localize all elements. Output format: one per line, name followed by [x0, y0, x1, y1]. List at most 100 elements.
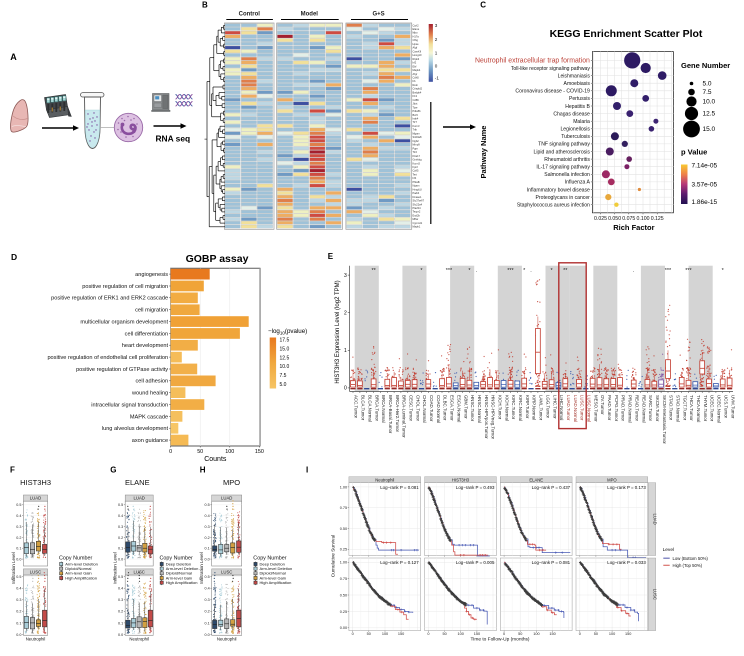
svg-text:Leishmaniasis: Leishmaniasis [558, 73, 591, 79]
svg-text:0.5: 0.5 [118, 575, 123, 579]
svg-text:IL-17 signaling pathway: IL-17 signaling pathway [536, 165, 590, 171]
svg-text:1: 1 [344, 348, 347, 354]
svg-text:0.025: 0.025 [594, 216, 607, 222]
svg-text:0.4: 0.4 [205, 514, 210, 518]
svg-text:0.5: 0.5 [16, 575, 21, 579]
svg-text:Ngb2: Ngb2 [413, 139, 420, 143]
svg-text:LIHC.Tumor: LIHC.Tumor [552, 395, 557, 419]
svg-text:Cfbg: Cfbg [413, 38, 419, 42]
svg-text:KIRP.Tumor: KIRP.Tumor [525, 395, 530, 419]
svg-text:0.4: 0.4 [118, 514, 123, 518]
svg-text:DLBC.Tumor: DLBC.Tumor [443, 395, 448, 421]
svg-text:LUAD.Normal: LUAD.Normal [573, 395, 578, 422]
svg-text:7.5: 7.5 [280, 373, 287, 379]
svg-text:0.4: 0.4 [16, 514, 21, 518]
svg-text:Pdia5b: Pdia5b [413, 109, 422, 113]
svg-text:Cyfi5: Cyfi5 [413, 169, 419, 173]
svg-text:Ebf: Ebf [413, 64, 417, 68]
svg-text:Amoebiasis: Amoebiasis [564, 81, 591, 87]
svg-text:ACC.Tumor: ACC.Tumor [354, 395, 359, 419]
svg-text:SARC.Tumor: SARC.Tumor [648, 395, 653, 421]
svg-text:HNSC.Normal: HNSC.Normal [477, 395, 482, 423]
svg-text:Legionellosis: Legionellosis [560, 127, 590, 133]
svg-text:G+S: G+S [373, 12, 385, 18]
svg-text:UCS.Tumor: UCS.Tumor [723, 395, 728, 419]
svg-text:KIRC.Normal: KIRC.Normal [518, 395, 523, 421]
svg-text:0.5: 0.5 [205, 503, 210, 507]
svg-text:Afgr: Afgr [413, 72, 418, 76]
svg-text:Slc37a4/7: Slc37a4/7 [413, 199, 425, 203]
svg-text:Tuberculosis: Tuberculosis [561, 134, 590, 140]
svg-text:UVM.Tumor: UVM.Tumor [730, 395, 735, 419]
svg-text:p Value: p Value [681, 148, 707, 157]
svg-text:intracellular signal transduct: intracellular signal transduction [91, 402, 168, 408]
svg-text:0: 0 [169, 449, 172, 455]
svg-text:0.3: 0.3 [16, 525, 21, 529]
svg-text:cell migration: cell migration [135, 308, 168, 314]
svg-text:0.3: 0.3 [205, 598, 210, 602]
svg-text:Rich Factor: Rich Factor [613, 223, 654, 232]
svg-text:positive regulation of cell mi: positive regulation of cell migration [82, 284, 168, 290]
svg-text:Neutrophil: Neutrophil [26, 637, 46, 642]
svg-text:Ngam: Ngam [413, 184, 420, 188]
svg-text:KIRP.Normal: KIRP.Normal [532, 395, 537, 420]
svg-text:Mgam: Mgam [413, 131, 420, 135]
svg-text:Proteoglycans in cancer: Proteoglycans in cancer [536, 195, 591, 201]
svg-text:0.0: 0.0 [16, 633, 21, 637]
svg-text:0.2: 0.2 [205, 536, 210, 540]
svg-text:LUAD: LUAD [221, 496, 232, 501]
svg-text:wound healing: wound healing [131, 391, 168, 397]
svg-text:PAAD.Tumor: PAAD.Tumor [607, 395, 612, 421]
svg-text:2: 2 [344, 311, 347, 317]
svg-text:KIRC.Tumor: KIRC.Tumor [511, 395, 516, 420]
svg-text:Irf2: Irf2 [413, 61, 417, 65]
svg-text:12.5: 12.5 [280, 355, 290, 361]
svg-text:axon guidance: axon guidance [132, 438, 168, 444]
svg-text:HNSC-HPVpos.Tumor: HNSC-HPVpos.Tumor [484, 395, 489, 439]
svg-text:3.57e-05: 3.57e-05 [692, 181, 718, 188]
svg-text:Cdh5: Cdh5 [413, 76, 420, 80]
svg-text:A: A [10, 52, 17, 62]
svg-text:0.2: 0.2 [16, 536, 21, 540]
svg-text:0.5: 0.5 [16, 503, 21, 507]
svg-text:Irf4: Irf4 [413, 176, 417, 180]
svg-text:0.3: 0.3 [118, 525, 123, 529]
svg-text:Pla2b4: Pla2b4 [413, 206, 422, 210]
svg-text:0.1: 0.1 [118, 621, 123, 625]
svg-text:HNSC-HPVneg.Tumor: HNSC-HPVneg.Tumor [491, 395, 496, 440]
svg-text:CESC.Tumor: CESC.Tumor [409, 395, 414, 421]
svg-text:COAD.Tumor: COAD.Tumor [429, 395, 434, 422]
svg-text:ESCA.Normal: ESCA.Normal [456, 395, 461, 422]
svg-text:Irak4: Irak4 [413, 117, 419, 121]
svg-text:Hpse: Hpse [413, 42, 420, 46]
svg-text:−log10(pvalue): −log10(pvalue) [268, 328, 307, 336]
svg-text:150: 150 [255, 449, 264, 455]
svg-text:Malaria: Malaria [573, 119, 590, 125]
svg-text:TNF signaling pathway: TNF signaling pathway [538, 142, 590, 148]
svg-text:50: 50 [197, 449, 203, 455]
svg-text:LUSC.Normal: LUSC.Normal [587, 395, 592, 422]
svg-text:Padi4: Padi4 [413, 191, 420, 195]
svg-text:3: 3 [344, 273, 347, 279]
svg-text:10.0: 10.0 [280, 364, 290, 370]
svg-text:PCPG.Tumor: PCPG.Tumor [614, 395, 619, 422]
svg-text:BRCA.Normal: BRCA.Normal [381, 395, 386, 423]
svg-text:0.125: 0.125 [651, 216, 664, 222]
svg-text:Fpr2: Fpr2 [413, 165, 419, 169]
svg-text:Hmgb1l: Hmgb1l [413, 187, 422, 191]
svg-text:0.4: 0.4 [205, 587, 210, 591]
svg-text:lung alveolus development: lung alveolus development [102, 426, 169, 432]
svg-text:Neutrophil: Neutrophil [129, 637, 149, 642]
svg-text:Infiltration Level: Infiltration Level [113, 552, 118, 584]
svg-text:H17a: H17a [413, 35, 420, 39]
svg-text:Mmp9: Mmp9 [413, 143, 421, 147]
svg-text:High Amplification: High Amplification [65, 575, 97, 580]
svg-text:0.2: 0.2 [16, 610, 21, 614]
svg-text:BRCA-Luminal.Tumor: BRCA-Luminal.Tumor [402, 395, 407, 438]
svg-text:Gene Number: Gene Number [681, 61, 730, 70]
svg-text:LAML.Tumor: LAML.Tumor [539, 395, 544, 421]
svg-text:***: *** [446, 268, 453, 274]
svg-text:Cd86: Cd86 [413, 98, 420, 102]
svg-text:7.14e-05: 7.14e-05 [692, 162, 718, 169]
svg-text:0.0: 0.0 [205, 633, 210, 637]
